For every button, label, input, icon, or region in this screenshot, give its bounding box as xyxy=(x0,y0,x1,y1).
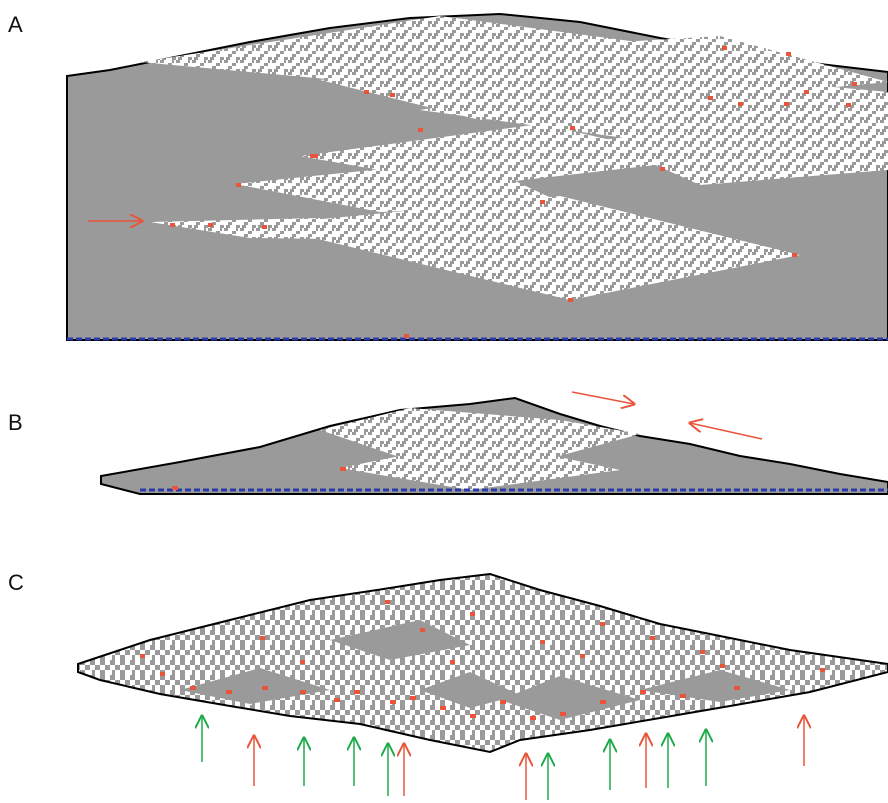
panel-b: B xyxy=(8,391,888,495)
panel-c-arrows xyxy=(202,716,804,800)
panel-b-patterns xyxy=(320,408,640,490)
panel-a-red-markers xyxy=(170,46,857,338)
left-arrow-icon xyxy=(690,423,763,440)
panel-c: C xyxy=(8,570,888,800)
right-arrow-icon xyxy=(571,391,634,404)
panel-c-label: C xyxy=(8,570,24,595)
panel-b-red-markers xyxy=(172,467,346,490)
panel-a: A xyxy=(8,12,888,341)
panel-c-grey-blocks xyxy=(180,620,790,720)
panel-c-red-markers xyxy=(140,600,825,720)
panel-a-label: A xyxy=(8,12,23,37)
panel-a-patterns xyxy=(140,16,888,300)
panel-b-label: B xyxy=(8,410,23,435)
panel-c-region xyxy=(77,572,888,754)
